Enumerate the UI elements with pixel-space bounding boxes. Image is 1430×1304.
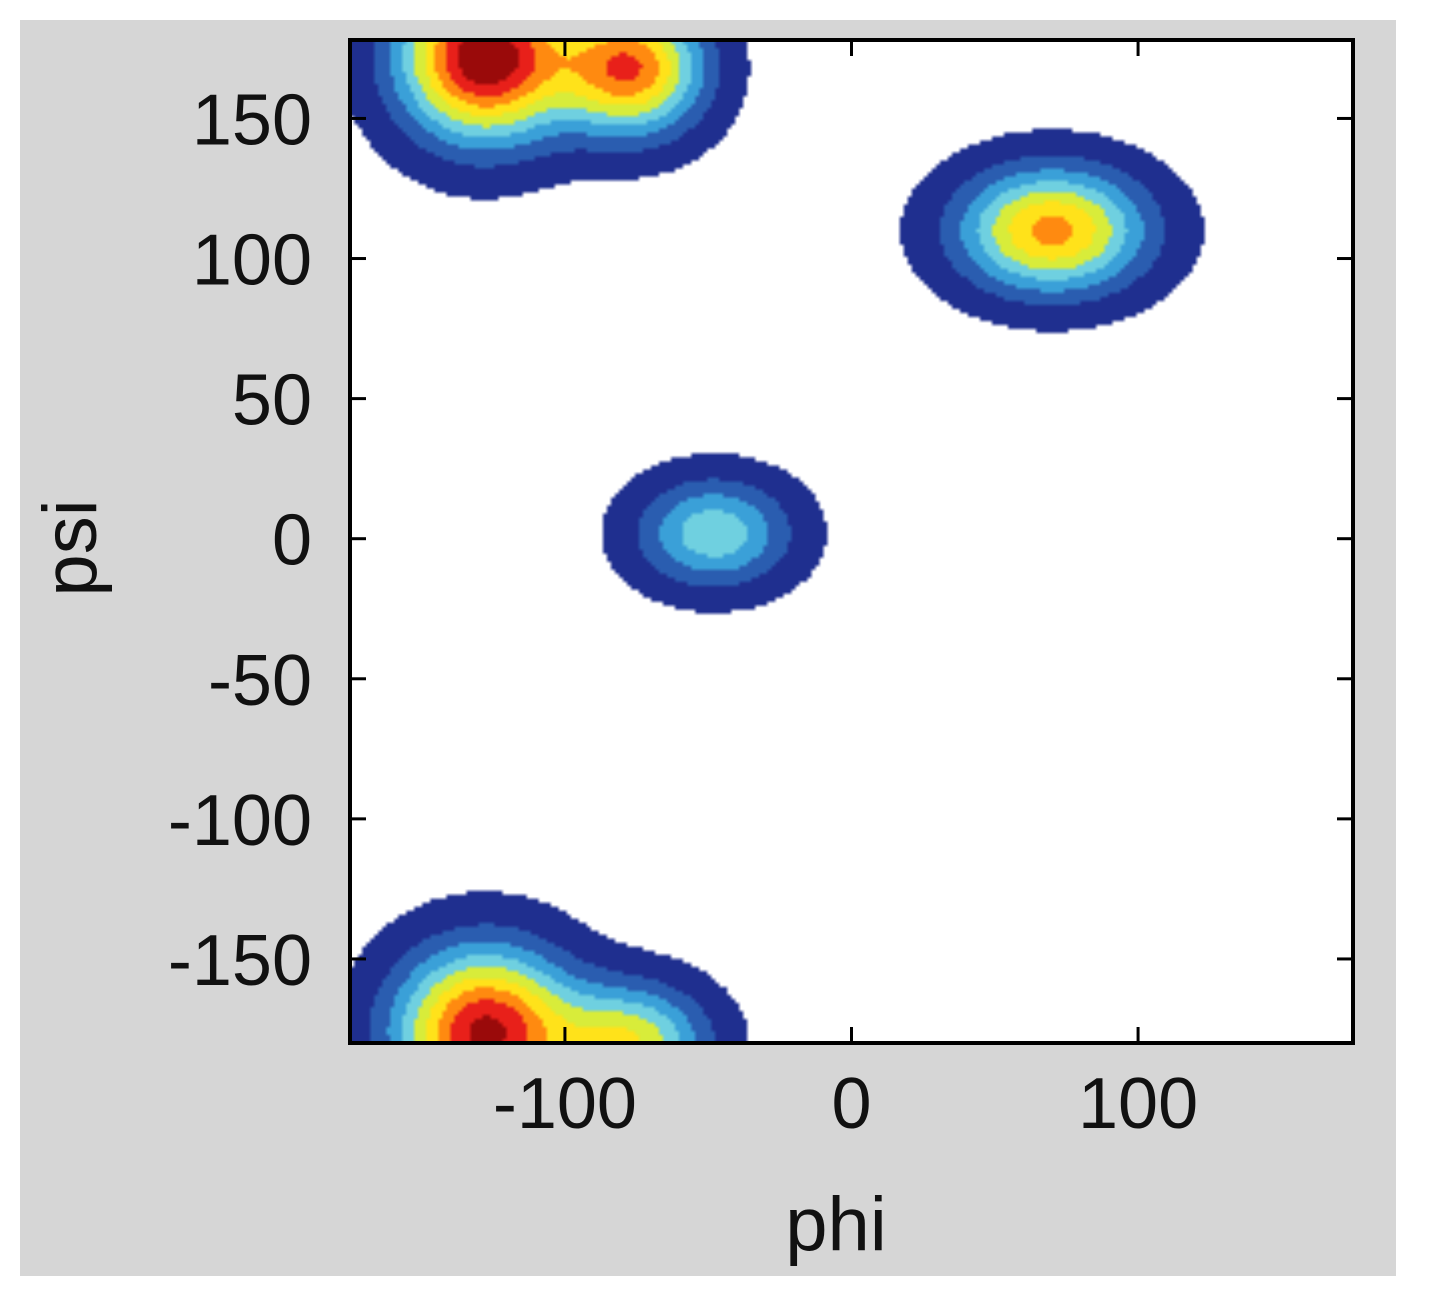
y-tick-label: 50 [232,361,312,441]
y-tick-label: 150 [192,80,312,160]
y-tick-label: -150 [168,921,312,1001]
x-tick-label: 0 [831,1064,871,1144]
x-axis-label: phi [785,1182,886,1267]
y-axis-label: psi [28,499,113,596]
density-heatmap [350,40,1353,1043]
x-tick-label: 100 [1078,1064,1198,1144]
plot-frame [348,38,1355,1045]
x-axis: -100 0 100 [493,40,1198,1144]
y-tick-label: 0 [272,501,312,581]
y-tick-label: 100 [192,221,312,301]
x-tick-label: -100 [493,1064,637,1144]
y-tick-label: -50 [208,641,312,721]
y-tick-label: -100 [168,781,312,861]
y-axis: 150 100 50 0 -50 -100 -150 [168,80,1353,1001]
